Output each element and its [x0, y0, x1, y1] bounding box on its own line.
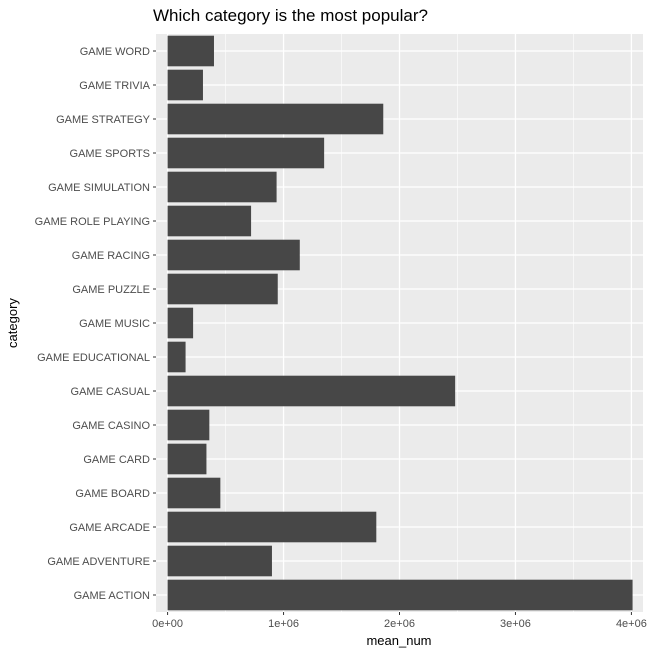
bar [167, 545, 272, 577]
y-tick-label: GAME ADVENTURE [47, 556, 150, 568]
y-axis: GAME ACTION GAME ADVENTURE GAME ARCADE GAME… [35, 46, 156, 602]
bar [167, 69, 203, 101]
y-tick-label: GAME ACTION [74, 590, 150, 602]
y-tick-label: GAME RACING [72, 250, 150, 262]
bar [167, 307, 194, 339]
y-tick-label: GAME SPORTS [70, 148, 150, 160]
y-tick-label: GAME CASUAL [71, 386, 150, 398]
bars [167, 35, 633, 611]
bar [167, 511, 377, 543]
y-axis-title: category [5, 298, 20, 348]
y-tick-label: GAME MUSIC [79, 318, 150, 330]
bar [167, 443, 207, 475]
y-tick-label: GAME CARD [83, 454, 150, 466]
x-tick-label: 0e+00 [152, 618, 183, 630]
bar [167, 375, 456, 407]
y-tick-label: GAME CASINO [72, 420, 150, 432]
y-tick-label: GAME EDUCATIONAL [37, 352, 150, 364]
x-tick-label: 1e+06 [268, 618, 299, 630]
y-tick-label: GAME STRATEGY [56, 114, 151, 126]
bar [167, 205, 252, 237]
bar [167, 35, 214, 67]
bar [167, 579, 633, 611]
bar [167, 103, 384, 135]
bar [167, 137, 325, 169]
y-tick-label: GAME ARCADE [69, 522, 150, 534]
y-tick-label: GAME PUZZLE [72, 284, 150, 296]
x-axis-title: mean_num [366, 633, 431, 648]
x-tick-label: 2e+06 [384, 618, 415, 630]
bar [167, 477, 221, 509]
y-tick-label: GAME ROLE PLAYING [35, 216, 150, 228]
y-tick-label: GAME TRIVIA [79, 80, 150, 92]
bar [167, 273, 278, 305]
y-tick-label: GAME WORD [80, 46, 150, 58]
chart-title: Which category is the most popular? [153, 6, 428, 25]
y-tick-label: GAME BOARD [75, 488, 150, 500]
bar [167, 341, 186, 373]
y-tick-label: GAME SIMULATION [48, 182, 150, 194]
x-axis: 0e+00 1e+06 2e+06 3e+06 4e+06 [152, 612, 647, 630]
x-tick-label: 4e+06 [616, 618, 647, 630]
bar [167, 171, 277, 203]
x-tick-label: 3e+06 [500, 618, 531, 630]
bar [167, 239, 300, 271]
bar [167, 409, 210, 441]
